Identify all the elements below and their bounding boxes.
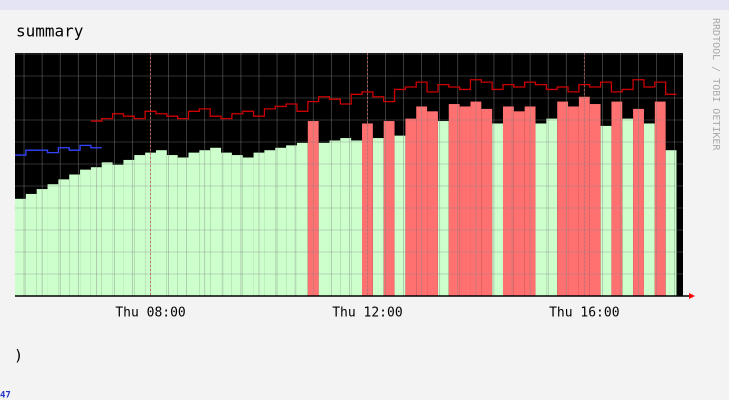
bar	[221, 152, 232, 296]
bar	[15, 198, 26, 296]
bar	[231, 155, 243, 296]
bar	[405, 118, 417, 296]
bar	[600, 125, 612, 297]
side-text: RRDTOOL / TOBI OETIKER	[710, 18, 721, 151]
bar	[448, 104, 460, 296]
bar	[101, 162, 113, 296]
bar	[69, 174, 81, 296]
x-tick-label: Thu 12:00	[332, 306, 402, 321]
bar	[481, 108, 493, 296]
bar	[177, 157, 189, 296]
bar	[611, 101, 623, 296]
bar	[58, 179, 70, 296]
chart-title: summary	[16, 22, 84, 41]
bar	[275, 147, 287, 296]
bar	[535, 123, 547, 296]
bar	[394, 135, 406, 296]
bar	[340, 138, 352, 296]
bar	[372, 138, 384, 296]
bar	[123, 159, 135, 296]
x-tick-label: Thu 16:00	[549, 306, 619, 321]
corner-text: 47	[0, 391, 11, 400]
bar	[25, 193, 37, 296]
footer-text: )	[14, 347, 23, 365]
bar	[80, 169, 91, 296]
bar	[513, 111, 525, 296]
bar	[437, 121, 449, 296]
series-line	[15, 144, 102, 156]
bar	[383, 121, 395, 296]
bar	[665, 150, 677, 296]
axis-arrow	[689, 293, 695, 299]
bar	[264, 150, 276, 296]
bar	[557, 101, 569, 296]
bar	[589, 104, 601, 296]
bar	[112, 164, 124, 296]
bar	[329, 140, 341, 296]
bar	[188, 152, 200, 296]
bar	[166, 155, 178, 296]
bar	[459, 106, 471, 297]
bar	[134, 155, 146, 296]
bar	[622, 118, 634, 296]
bar	[286, 145, 297, 296]
bar	[318, 142, 330, 296]
bar	[210, 147, 222, 296]
x-tick-label: Thu 08:00	[115, 306, 185, 321]
series-line	[90, 79, 677, 122]
bar	[351, 140, 363, 296]
bar	[546, 118, 558, 296]
bar	[568, 106, 579, 297]
top-strip	[0, 0, 729, 10]
bar	[643, 123, 655, 296]
bar	[47, 184, 59, 296]
bar	[502, 106, 514, 297]
bar	[654, 101, 666, 296]
bar	[427, 111, 438, 296]
bar	[155, 150, 167, 296]
bar	[492, 123, 503, 296]
bar	[296, 142, 308, 296]
bar	[242, 157, 254, 296]
